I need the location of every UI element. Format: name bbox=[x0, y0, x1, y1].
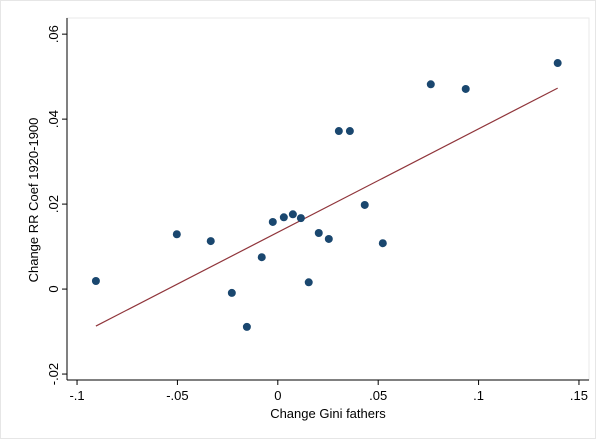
point bbox=[360, 200, 369, 209]
x-tick-label: -.05 bbox=[166, 388, 188, 403]
point bbox=[242, 322, 251, 331]
fit-line bbox=[95, 87, 558, 327]
x-tick-label: -.1 bbox=[69, 388, 84, 403]
point bbox=[288, 210, 297, 219]
point bbox=[91, 277, 100, 286]
x-tick-label: 0 bbox=[274, 388, 281, 403]
x-tick-label: .1 bbox=[473, 388, 484, 403]
y-tick-label: -.02 bbox=[46, 363, 61, 385]
y-tick-label: .02 bbox=[46, 195, 61, 213]
point bbox=[304, 278, 313, 287]
x-tick-label: .05 bbox=[369, 388, 387, 403]
point bbox=[296, 214, 305, 223]
y-tick-label: .04 bbox=[46, 110, 61, 128]
point bbox=[345, 127, 354, 136]
point bbox=[206, 237, 215, 246]
point bbox=[334, 127, 343, 136]
point bbox=[461, 84, 470, 93]
point bbox=[314, 228, 323, 237]
plot-area bbox=[66, 17, 590, 381]
point bbox=[324, 234, 333, 243]
point bbox=[378, 239, 387, 248]
x-tick-label: .15 bbox=[570, 388, 588, 403]
y-tick-label: 0 bbox=[46, 285, 61, 292]
point bbox=[257, 253, 266, 262]
x-axis-title: Change Gini fathers bbox=[270, 406, 386, 421]
point bbox=[279, 213, 288, 222]
point bbox=[553, 59, 562, 68]
y-axis-title: Change RR Coef 1920-1900 bbox=[26, 118, 41, 283]
point bbox=[227, 288, 236, 297]
point bbox=[426, 80, 435, 89]
y-tick-label: .06 bbox=[46, 25, 61, 43]
point bbox=[172, 230, 181, 239]
point bbox=[268, 217, 277, 226]
